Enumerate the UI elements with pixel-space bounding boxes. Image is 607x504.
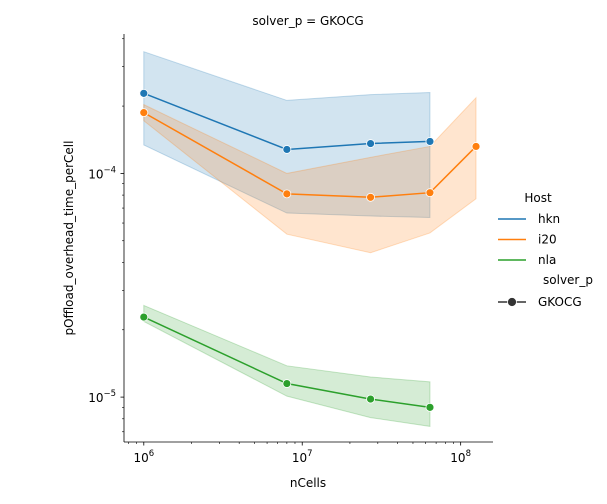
legend-entries: hkn i20 nla [498,212,560,267]
data-point-i20 [471,142,481,151]
x-ticks: 106 107 108 [128,442,471,465]
confidence-band-i20 [143,96,477,254]
y-tick-label: 10−5 [88,389,116,405]
legend-label-hkn: hkn [538,212,560,226]
data-point-nla [282,379,292,388]
data-point-hkn [425,137,435,146]
data-point-nla [425,402,435,412]
data-point-nla [139,312,149,322]
legend-style-entry: GKOCG [538,295,582,309]
y-axis-label: pOffload_overhead_time_perCell [62,141,76,336]
legend-style-marker [507,297,517,307]
data-point-i20 [366,192,375,202]
data-point-hkn [139,88,149,98]
axes [123,34,493,443]
series-line-hkn [143,92,430,151]
y-tick-label: 10−4 [88,165,116,181]
legend-style-title: solver_p [543,273,593,287]
series-line-nla [143,316,431,409]
confidence-band-nla [143,304,431,427]
data-point-hkn [282,145,292,154]
x-tick-label: 108 [450,449,471,465]
legend-label-nla: nla [538,253,556,267]
x-tick-label: 106 [133,449,154,465]
data-point-i20 [139,108,149,118]
data-point-hkn [366,139,375,148]
y-ticks: 10−5 10−4 [88,38,124,433]
legend: Host hkn i20 nla solver_p GKOCG [498,191,593,309]
confidence-band-hkn [143,51,431,219]
data-point-i20 [282,189,292,199]
chart-title: solver_p = GKOCG [252,14,363,28]
data-point-i20 [425,188,435,198]
data-point-nla [366,394,375,404]
legend-hue-title: Host [524,191,552,205]
x-axis-label: nCells [290,476,326,490]
legend-label-i20: i20 [538,233,557,247]
confidence-bands [143,51,477,427]
series-lines [139,88,481,412]
x-tick-label: 107 [292,449,313,465]
